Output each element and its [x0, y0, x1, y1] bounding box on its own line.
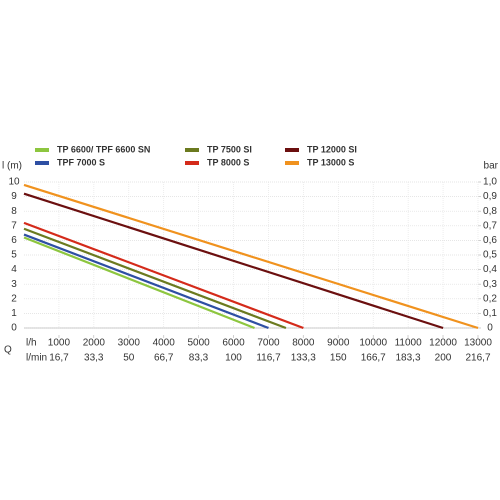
x-tick-label: 12000 [429, 338, 457, 349]
legend-label: TP 13000 S [307, 157, 354, 167]
y-tick-label: 6 [11, 235, 17, 246]
y-tick-label: 5 [11, 250, 17, 261]
x-tick-label: 13000 [464, 338, 492, 349]
y-tick-label: 9 [11, 191, 17, 202]
x2-tick-label: 33,3 [84, 353, 104, 364]
x2-axis-label: l/min [26, 353, 47, 364]
x2-tick-label: 100 [225, 353, 242, 364]
x2-tick-label: 116,7 [256, 353, 281, 364]
series-line [23, 233, 269, 330]
y2-tick-label: 1,0 [483, 177, 497, 188]
x2-tick-label: 166,7 [361, 353, 386, 364]
legend-label: TPF 7000 S [57, 157, 105, 167]
y2-tick-label: 0,2 [483, 293, 497, 304]
y2-tick-label: 0 [487, 323, 493, 334]
x2-tick-label: 83,3 [189, 353, 209, 364]
legend-label: TP 8000 S [207, 157, 249, 167]
x2-tick-label: 66,7 [154, 353, 174, 364]
y-axis-label: l (m) [2, 161, 22, 172]
x2-tick-label: 133,3 [291, 353, 316, 364]
y-tick-label: 7 [11, 220, 17, 231]
y-tick-label: 3 [11, 279, 17, 290]
y-tick-label: 8 [11, 206, 17, 217]
x-tick-label: 5000 [187, 338, 210, 349]
x2-tick-label: 150 [330, 353, 347, 364]
y-tick-label: 2 [11, 293, 17, 304]
x-tick-label: 2000 [83, 338, 106, 349]
x2-tick-label: 200 [435, 353, 452, 364]
x2-tick-label: 50 [123, 353, 135, 364]
series-line [23, 192, 444, 330]
series-line [23, 227, 287, 330]
legend-label: TP 6600/ TPF 6600 SN [57, 144, 150, 154]
y2-tick-label: 0,5 [483, 250, 497, 261]
y2-tick-label: 0,9 [483, 191, 497, 202]
series-line [23, 236, 255, 330]
x-tick-label: 10000 [359, 338, 387, 349]
legend-label: TP 7500 SI [207, 144, 252, 154]
series-line [23, 183, 479, 330]
x-tick-label: 8000 [292, 338, 315, 349]
x-tick-label: 3000 [118, 338, 141, 349]
x2-tick-label: 183,3 [396, 353, 421, 364]
x-tick-label: 9000 [327, 338, 350, 349]
series-line [23, 221, 304, 330]
x-tick-label: 4000 [153, 338, 176, 349]
y-tick-label: 10 [8, 177, 20, 188]
x-tick-label: 7000 [257, 338, 280, 349]
y-tick-label: 0 [11, 323, 17, 334]
y2-tick-label: 0,8 [483, 206, 497, 217]
x2-tick-label: 16,7 [49, 353, 69, 364]
legend: TP 6600/ TPF 6600 SN TPF 7000 S TP 7500 SI… [35, 144, 357, 167]
y-tick-label: 1 [11, 308, 17, 319]
legend-label: TP 12000 SI [307, 144, 357, 154]
y2-axis-label: bar [484, 161, 499, 172]
x-tick-label: 1000 [48, 338, 71, 349]
y-tick-label: 4 [11, 264, 17, 275]
y2-tick-label: 0,3 [483, 279, 497, 290]
y2-tick-label: 0,4 [483, 264, 497, 275]
y2-tick-label: 0,6 [483, 235, 497, 246]
x2-tick-label: 216,7 [465, 353, 490, 364]
y2-tick-label: 0,1 [483, 308, 497, 319]
x-tick-label: 11000 [395, 338, 423, 349]
y2-tick-label: 0,7 [483, 220, 497, 231]
x-tick-label: 6000 [222, 338, 245, 349]
x-axis-label: l/h [26, 338, 37, 349]
q-label: Q [4, 345, 12, 356]
